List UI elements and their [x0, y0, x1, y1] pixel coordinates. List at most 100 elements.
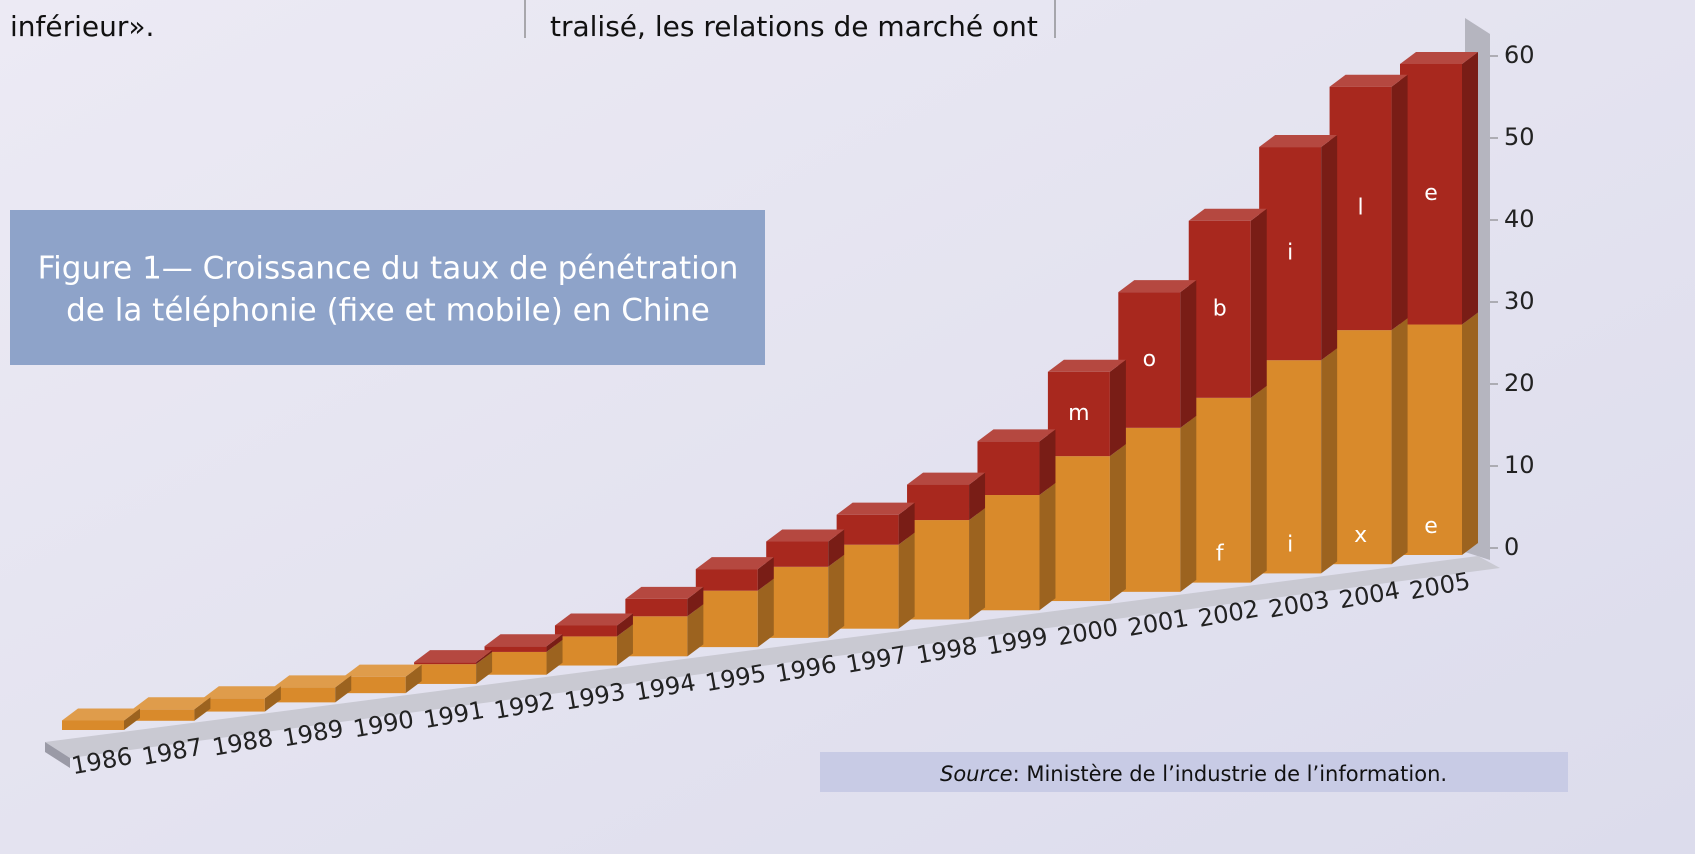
bar-front — [62, 720, 124, 730]
bar-side — [264, 686, 281, 712]
bar-front — [273, 687, 336, 703]
y-tick-label: 50 — [1504, 123, 1535, 151]
bar-front — [484, 646, 547, 652]
bar-top — [907, 472, 986, 485]
segment-letter: f — [1216, 542, 1225, 567]
segment-letter: x — [1354, 523, 1367, 548]
bar-side — [1250, 385, 1267, 583]
bar-front — [625, 598, 688, 617]
bar-top — [1188, 208, 1267, 221]
bar-front — [836, 514, 899, 545]
bar-top — [273, 675, 352, 688]
bar-side — [969, 472, 986, 521]
bar-side — [616, 613, 633, 637]
bar-top — [202, 686, 281, 699]
segment-letter: m — [1068, 401, 1089, 426]
bar-front — [132, 709, 195, 721]
bar-side — [1109, 359, 1126, 457]
bar-front — [907, 484, 970, 521]
source-text: : Ministère de l’industrie de l’informat… — [1013, 762, 1447, 786]
segment-letter: e — [1424, 514, 1438, 539]
bar-front — [1118, 292, 1181, 428]
bar-side — [898, 532, 915, 629]
bar-front — [625, 616, 688, 657]
bar-top — [1047, 359, 1126, 372]
bar-front — [1259, 147, 1322, 361]
bar-side — [1039, 429, 1056, 496]
segment-letter: e — [1424, 181, 1438, 206]
bar-side — [546, 634, 563, 652]
bar-side — [616, 624, 633, 666]
bar-front — [1259, 360, 1322, 574]
bar-side — [1462, 312, 1478, 555]
bar-side — [1109, 444, 1126, 602]
bar-side — [687, 586, 704, 617]
bar-front — [766, 541, 829, 567]
y-tick-label: 60 — [1504, 41, 1535, 69]
bar-side — [124, 708, 140, 730]
bar-side — [546, 639, 563, 675]
bar-side — [405, 664, 422, 694]
body-text: tralisé, les relations de marché ont — [550, 10, 1038, 43]
bar-side — [1039, 483, 1056, 611]
y-tick-label: 20 — [1504, 369, 1535, 397]
bar-front — [1329, 86, 1392, 331]
bar-top — [1329, 74, 1408, 87]
bar-top — [62, 708, 140, 721]
bar-side — [1462, 51, 1478, 325]
bar-front — [1118, 427, 1181, 592]
bar-front — [695, 590, 758, 648]
bar-front — [1400, 63, 1462, 325]
bar-front — [1188, 397, 1251, 583]
bar-front — [414, 662, 477, 665]
bar-top — [1259, 135, 1338, 148]
title-box — [10, 210, 765, 365]
bar-front — [554, 636, 617, 666]
bar-front — [202, 698, 265, 712]
chart-title: Figure 1— Croissance du taux de pénétrat… — [38, 251, 739, 287]
bar-front — [1047, 371, 1110, 457]
bar-top — [414, 650, 493, 663]
bar-side — [1250, 208, 1267, 398]
y-tick-label: 0 — [1504, 533, 1519, 561]
segment-letter: l — [1358, 195, 1364, 220]
bar-top — [836, 502, 915, 515]
bar-front — [554, 625, 617, 637]
bar-side — [1321, 135, 1338, 361]
bar-side — [476, 650, 493, 665]
bar-front — [1329, 330, 1392, 565]
bar-front — [414, 664, 477, 684]
bar-side — [969, 508, 986, 620]
y-tick-label: 10 — [1504, 451, 1535, 479]
source-label: Source — [940, 762, 1013, 786]
bar-side — [757, 557, 774, 591]
bar-top — [1118, 280, 1197, 293]
source: Source: Ministère de l’industrie de l’in… — [940, 762, 1447, 786]
bar-top — [766, 529, 845, 542]
bar-top — [695, 557, 774, 570]
bar-side — [1180, 415, 1197, 592]
floor — [45, 556, 1500, 758]
segment-letter: i — [1287, 532, 1293, 557]
bar-top — [977, 429, 1056, 442]
bar-top — [132, 697, 211, 710]
bar-front — [1047, 456, 1110, 602]
bar-side — [1180, 280, 1197, 428]
y-tick-label: 40 — [1504, 205, 1535, 233]
bar-front — [1400, 324, 1462, 555]
chart: 01020304050602005ee2004xl2003ii2002fb200… — [62, 41, 1535, 780]
bar-side — [828, 554, 845, 638]
bar-front — [484, 651, 547, 675]
bar-side — [194, 697, 211, 721]
bar-front — [977, 495, 1040, 611]
bar-side — [335, 675, 352, 703]
bar-front — [836, 544, 899, 629]
bar-side — [828, 529, 845, 567]
bar-top — [625, 586, 704, 599]
bar-side — [687, 604, 704, 657]
segment-letter: b — [1213, 296, 1227, 321]
segment-letter: o — [1143, 347, 1156, 372]
bar-top — [1400, 51, 1478, 64]
bar-side — [476, 652, 493, 684]
